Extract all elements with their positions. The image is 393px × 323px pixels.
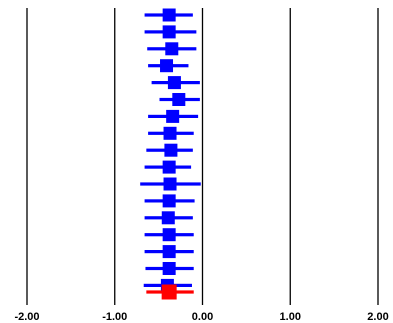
summary-point-marker (161, 284, 177, 300)
study-point-marker (172, 93, 186, 106)
study-row (145, 262, 194, 275)
study-row (144, 211, 193, 225)
study-point-marker (167, 76, 181, 90)
study-row (148, 126, 194, 140)
study-point-marker (162, 245, 176, 259)
study-row (144, 160, 192, 174)
study-row (144, 8, 193, 22)
study-row (146, 143, 193, 157)
study-point-marker (162, 25, 176, 39)
study-row (147, 42, 197, 56)
study-point-marker (165, 42, 179, 56)
x-tick-label: -1.00 (102, 311, 127, 323)
study-point-marker (162, 262, 176, 275)
study-point-marker (163, 177, 177, 191)
study-row (144, 25, 197, 39)
x-tick-label: 0.00 (192, 311, 213, 323)
study-point-marker (162, 8, 176, 22)
study-row (144, 228, 194, 242)
study-row (144, 245, 194, 259)
study-row (140, 177, 201, 191)
study-row (144, 194, 195, 208)
study-point-marker (163, 126, 177, 140)
x-axis-tick-labels: -2.00 -1.00 0.00 1.00 2.00 (14, 311, 388, 323)
x-tick-label: 2.00 (367, 311, 388, 323)
study-row (148, 109, 199, 123)
study-point-marker (160, 59, 174, 73)
study-point-marker (166, 109, 180, 123)
study-rows (140, 8, 201, 292)
study-row (151, 76, 200, 90)
study-point-marker (162, 160, 176, 174)
x-tick-label: -2.00 (14, 311, 39, 323)
study-point-marker (162, 228, 176, 242)
gridlines (26, 8, 379, 305)
x-tick-label: 1.00 (280, 311, 301, 323)
study-row (148, 59, 189, 73)
study-row (159, 93, 200, 106)
study-point-marker (164, 143, 178, 157)
study-point-marker (161, 211, 175, 225)
study-point-marker (162, 194, 176, 208)
summary-row (146, 284, 194, 300)
